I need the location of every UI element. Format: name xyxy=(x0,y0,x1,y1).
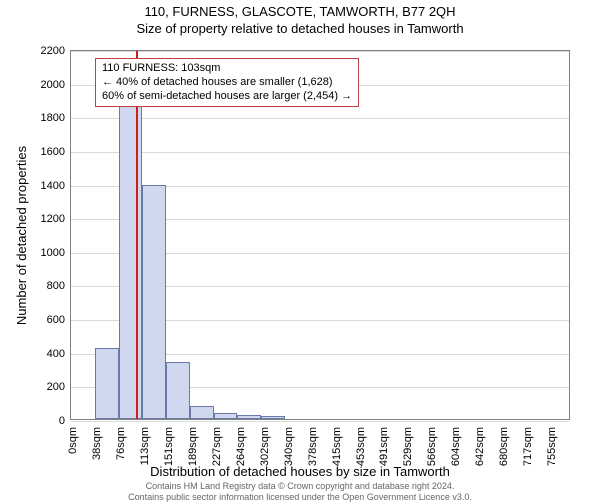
x-tick-label: 189sqm xyxy=(183,427,199,466)
y-tick-label: 1200 xyxy=(41,213,71,225)
y-axis-label: Number of detached properties xyxy=(14,50,30,420)
y-tick-label: 200 xyxy=(47,381,71,393)
histogram-bar xyxy=(214,413,237,419)
y-tick-label: 2000 xyxy=(41,79,71,91)
gridline xyxy=(71,152,569,153)
x-tick-label: 680sqm xyxy=(494,427,510,466)
x-tick-label: 642sqm xyxy=(470,427,486,466)
x-tick-label: 415sqm xyxy=(327,427,343,466)
y-tick-label: 1600 xyxy=(41,146,71,158)
x-tick-label: 227sqm xyxy=(207,427,223,466)
x-tick-label: 604sqm xyxy=(446,427,462,466)
x-tick-label: 378sqm xyxy=(303,427,319,466)
x-tick-label: 264sqm xyxy=(231,427,247,466)
y-tick-label: 400 xyxy=(47,348,71,360)
x-tick-label: 453sqm xyxy=(351,427,367,466)
gridline xyxy=(71,118,569,119)
histogram-bar xyxy=(95,348,119,419)
y-tick-label: 1400 xyxy=(41,180,71,192)
y-tick-label: 2200 xyxy=(41,45,71,57)
histogram-bar xyxy=(237,415,261,419)
y-tick-label: 1000 xyxy=(41,247,71,259)
y-tick-label: 600 xyxy=(47,314,71,326)
marker-callout: 110 FURNESS: 103sqm ← 40% of detached ho… xyxy=(95,58,359,107)
histogram-bar xyxy=(166,362,190,419)
y-tick-label: 800 xyxy=(47,280,71,292)
chart-subtitle: Size of property relative to detached ho… xyxy=(0,21,600,36)
x-tick-label: 566sqm xyxy=(422,427,438,466)
y-tick-label: 0 xyxy=(59,415,71,427)
histogram-bar xyxy=(190,406,214,419)
footer-line: Contains public sector information licen… xyxy=(0,492,600,502)
histogram-bar xyxy=(142,185,166,419)
x-tick-label: 340sqm xyxy=(279,427,295,466)
x-tick-label: 302sqm xyxy=(255,427,271,466)
x-tick-label: 755sqm xyxy=(542,427,558,466)
callout-line: 110 FURNESS: 103sqm xyxy=(102,62,352,76)
histogram-bar xyxy=(261,416,285,419)
x-tick-label: 151sqm xyxy=(159,427,175,466)
y-tick-label: 1800 xyxy=(41,112,71,124)
page-title: 110, FURNESS, GLASCOTE, TAMWORTH, B77 2Q… xyxy=(0,4,600,19)
gridline xyxy=(71,421,569,422)
chart-container: 110, FURNESS, GLASCOTE, TAMWORTH, B77 2Q… xyxy=(0,4,600,504)
x-tick-label: 38sqm xyxy=(87,427,103,460)
x-tick-label: 0sqm xyxy=(63,427,79,454)
callout-line: 60% of semi-detached houses are larger (… xyxy=(102,90,352,104)
footer-attribution: Contains HM Land Registry data © Crown c… xyxy=(0,481,600,502)
x-tick-label: 717sqm xyxy=(518,427,534,466)
x-tick-label: 491sqm xyxy=(374,427,390,466)
x-tick-label: 113sqm xyxy=(135,427,151,465)
histogram-bar xyxy=(119,105,142,420)
x-axis-label: Distribution of detached houses by size … xyxy=(0,464,600,479)
footer-line: Contains HM Land Registry data © Crown c… xyxy=(0,481,600,491)
gridline xyxy=(71,51,569,52)
x-tick-label: 76sqm xyxy=(111,427,127,460)
x-tick-label: 529sqm xyxy=(398,427,414,466)
callout-line: ← 40% of detached houses are smaller (1,… xyxy=(102,76,352,90)
